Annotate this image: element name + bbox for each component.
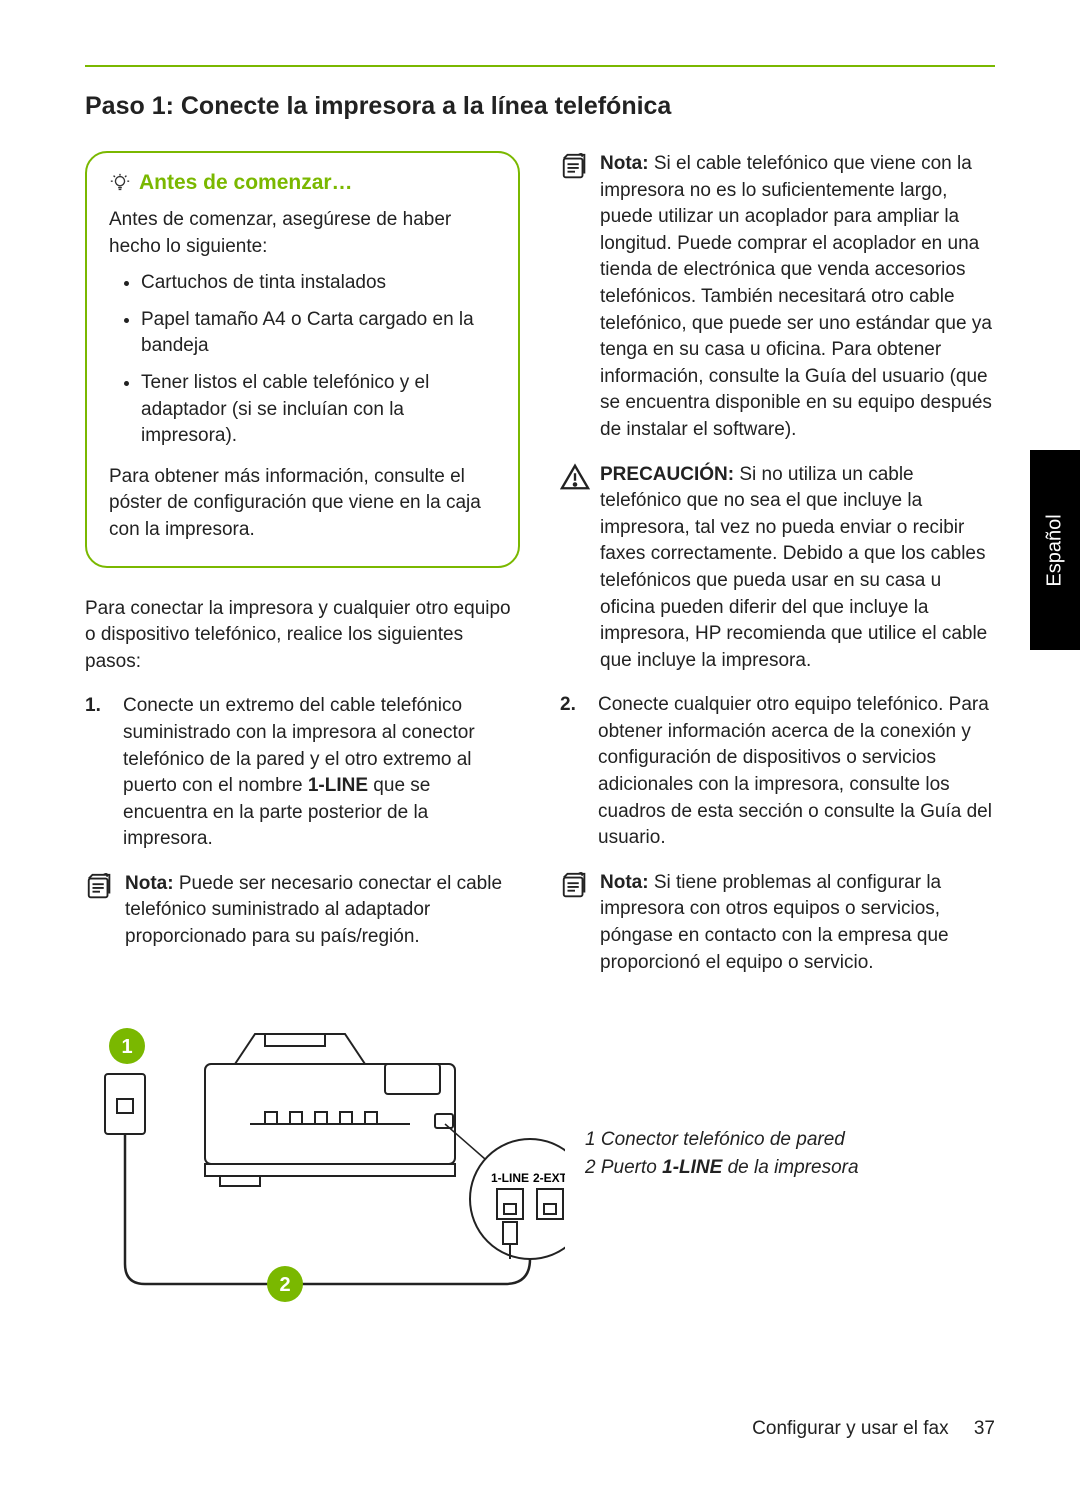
caution-body: Si no utiliza un cable telefónico que no… bbox=[600, 464, 987, 671]
caution-label: PRECAUCIÓN: bbox=[600, 464, 734, 485]
left-column: Antes de comenzar… Antes de comenzar, as… bbox=[85, 151, 520, 994]
note-icon bbox=[85, 871, 115, 951]
step-1-bold: 1-LINE bbox=[308, 775, 368, 796]
diagram-badge-1: 1 bbox=[121, 1036, 132, 1058]
footer-text: Configurar y usar el fax bbox=[752, 1418, 948, 1439]
page-number: 37 bbox=[974, 1418, 995, 1439]
note-contact-text: Nota: Si tiene problemas al configurar l… bbox=[600, 870, 995, 976]
note-contact: Nota: Si tiene problemas al configurar l… bbox=[560, 870, 995, 976]
callout-title: Antes de comenzar… bbox=[139, 171, 353, 195]
two-column-layout: Antes de comenzar… Antes de comenzar, as… bbox=[85, 151, 995, 994]
legend-num: 2 bbox=[585, 1157, 596, 1178]
step-1: 1. Conecte un extremo del cable telefóni… bbox=[85, 693, 520, 853]
step-number: 2. bbox=[560, 692, 584, 852]
caution-text: PRECAUCIÓN: Si no utiliza un cable telef… bbox=[600, 462, 995, 675]
step-2: 2. Conecte cualquier otro equipo telefón… bbox=[560, 692, 995, 852]
before-you-begin-callout: Antes de comenzar… Antes de comenzar, as… bbox=[85, 151, 520, 568]
note-adapter-text: Nota: Puede ser necesario conectar el ca… bbox=[125, 871, 520, 951]
step-number: 1. bbox=[85, 693, 109, 853]
caution-block: PRECAUCIÓN: Si no utiliza un cable telef… bbox=[560, 462, 995, 675]
note-adapter: Nota: Puede ser necesario conectar el ca… bbox=[85, 871, 520, 951]
callout-intro: Antes de comenzar, asegúrese de haber he… bbox=[109, 207, 496, 260]
diagram-row: 1 bbox=[85, 1004, 995, 1304]
note-coupler-text: Nota: Si el cable telefónico que viene c… bbox=[600, 151, 995, 444]
legend-line-1: 1 Conector telefónico de pared bbox=[585, 1126, 859, 1155]
note-label: Nota: bbox=[125, 873, 174, 894]
port-label-1line: 1-LINE bbox=[491, 1171, 529, 1185]
top-rule bbox=[85, 65, 995, 67]
note-body: Puede ser necesario conectar el cable te… bbox=[125, 873, 502, 947]
callout-outro: Para obtener más información, consulte e… bbox=[109, 464, 496, 544]
legend-bold: 1-LINE bbox=[662, 1157, 722, 1178]
legend-num: 1 bbox=[585, 1129, 596, 1150]
step-1-text: Conecte un extremo del cable telefónico … bbox=[123, 693, 520, 853]
callout-title-row: Antes de comenzar… bbox=[109, 171, 496, 195]
note-body: Si el cable telefónico que viene con la … bbox=[600, 153, 992, 440]
page-container: Paso 1: Conecte la impresora a la línea … bbox=[0, 0, 1080, 1354]
legend-text: Puerto bbox=[596, 1157, 663, 1178]
warning-icon bbox=[560, 462, 590, 675]
note-body: Si tiene problemas al configurar la impr… bbox=[600, 872, 949, 973]
note-icon bbox=[560, 870, 590, 976]
note-label: Nota: bbox=[600, 153, 649, 174]
note-label: Nota: bbox=[600, 872, 649, 893]
callout-item: Papel tamaño A4 o Carta cargado en la ba… bbox=[141, 307, 496, 360]
steps-intro: Para conectar la impresora y cualquier o… bbox=[85, 596, 520, 676]
right-column: Nota: Si el cable telefónico que viene c… bbox=[560, 151, 995, 994]
page-heading: Paso 1: Conecte la impresora a la línea … bbox=[85, 92, 995, 121]
diagram-badge-2: 2 bbox=[279, 1274, 290, 1296]
note-coupler: Nota: Si el cable telefónico que viene c… bbox=[560, 151, 995, 444]
printer-connection-diagram: 1 bbox=[85, 1004, 565, 1304]
language-tab: Español bbox=[1030, 450, 1080, 650]
language-label: Español bbox=[1044, 514, 1067, 586]
legend-line-2: 2 Puerto 1-LINE de la impresora bbox=[585, 1154, 859, 1183]
diagram-legend: 1 Conector telefónico de pared 2 Puerto … bbox=[585, 1126, 859, 1183]
lightbulb-icon bbox=[109, 172, 131, 194]
page-footer: Configurar y usar el fax 37 bbox=[752, 1418, 995, 1440]
port-label-2ext: 2-EXT bbox=[533, 1171, 565, 1185]
callout-item: Tener listos el cable telefónico y el ad… bbox=[141, 370, 496, 450]
step-2-text: Conecte cualquier otro equipo telefónico… bbox=[598, 692, 995, 852]
callout-list: Cartuchos de tinta instalados Papel tama… bbox=[109, 270, 496, 450]
note-icon bbox=[560, 151, 590, 444]
callout-item: Cartuchos de tinta instalados bbox=[141, 270, 496, 297]
legend-text: de la impresora bbox=[722, 1157, 858, 1178]
legend-text: Conector telefónico de pared bbox=[596, 1129, 845, 1150]
